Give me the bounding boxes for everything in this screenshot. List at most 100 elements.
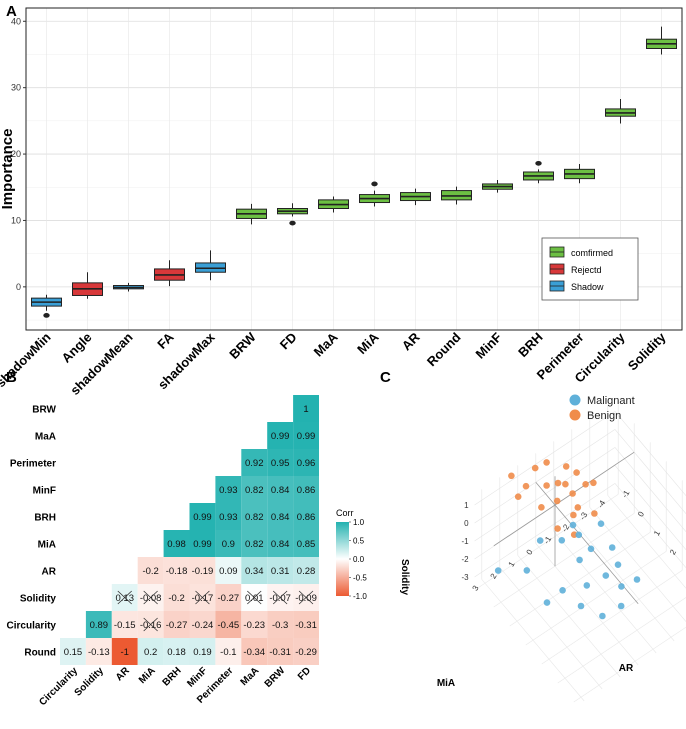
legend-label: Malignant xyxy=(587,395,635,407)
correlation-heatmap: BRWMaAPerimeterMinFBRHMiAARSolidityCircu… xyxy=(7,395,367,708)
grid-line xyxy=(614,429,686,515)
col-label: MiA xyxy=(137,665,158,686)
x-tick-label: FA xyxy=(154,329,177,352)
row-label: BRW xyxy=(32,405,56,416)
heatmap-cell xyxy=(293,611,319,638)
cell-value: 0.84 xyxy=(271,485,290,496)
scatter-point-benign xyxy=(554,479,562,487)
insignificant-cross xyxy=(117,590,132,605)
legend-marker xyxy=(569,394,581,406)
row-label: Perimeter xyxy=(10,459,56,470)
scatter-point-malignant xyxy=(614,561,622,568)
grid-line xyxy=(509,532,651,627)
scatter-point-malignant xyxy=(599,612,606,620)
grid-line xyxy=(499,567,603,690)
cell-value: -1 xyxy=(121,647,129,658)
colorbar-tick-label: 1.0 xyxy=(353,518,365,527)
x-tick-label: AR xyxy=(399,329,423,353)
scatter-point-malignant xyxy=(569,521,577,529)
cell-value: 0.01 xyxy=(245,593,264,604)
y-tick-label: 30 xyxy=(11,83,21,93)
scatter-point-malignant xyxy=(575,531,583,539)
scatter-point-malignant xyxy=(617,602,625,610)
x-tick-label: MiA xyxy=(354,329,382,357)
scatter-point-malignant xyxy=(608,544,616,551)
z-tick-label: 1 xyxy=(464,501,469,510)
heatmap-cell xyxy=(111,611,138,638)
heatmap-cell xyxy=(215,611,242,638)
cell-value: -0.31 xyxy=(269,647,291,658)
x-tick-label: 1 xyxy=(652,529,662,538)
scatter-point-benign xyxy=(570,511,577,519)
outlier-point xyxy=(371,181,378,187)
y-tick-label: 0 xyxy=(16,282,21,292)
grid-line xyxy=(573,626,686,703)
scatter-point-benign xyxy=(538,504,545,511)
y-tick-label: 10 xyxy=(11,215,21,225)
cell-value: 0.93 xyxy=(219,512,238,523)
heatmap-cell xyxy=(241,476,268,503)
insignificant-cross xyxy=(143,617,158,632)
cell-value: 0.82 xyxy=(245,485,264,496)
heatmap-cell xyxy=(293,638,319,665)
cell-value: 0.86 xyxy=(297,485,316,496)
scatter-point-malignant xyxy=(577,602,585,610)
cell-value: 0.31 xyxy=(271,566,290,577)
cell-value: -0.1 xyxy=(220,647,236,658)
heatmap-cell xyxy=(241,638,268,665)
cell-value: 0.9 xyxy=(222,539,235,550)
colorbar-tick-label: -0.5 xyxy=(353,574,367,583)
cell-value: 0.18 xyxy=(167,647,186,658)
grid-line xyxy=(474,429,616,524)
scatter-point-benign xyxy=(554,525,561,532)
heatmap-cell xyxy=(215,557,242,584)
cell-value: 0.82 xyxy=(245,539,264,550)
grid-line xyxy=(477,494,619,589)
heatmap-cell xyxy=(241,530,268,557)
heatmap-cell xyxy=(293,557,319,584)
heatmap-cell xyxy=(293,530,319,557)
scatter-point-benign xyxy=(553,497,561,505)
heatmap-cell xyxy=(267,449,294,476)
cell-value: -0.23 xyxy=(243,620,265,631)
cell-value: 0.98 xyxy=(167,539,186,550)
heatmap-cell xyxy=(267,503,294,530)
cell-value: 0.28 xyxy=(297,566,316,577)
z-tick-label: -3 xyxy=(461,573,469,582)
grid-line xyxy=(614,483,686,569)
heatmap-cell xyxy=(241,503,268,530)
cell-value: -0.29 xyxy=(295,647,317,658)
x-tick-label: 2 xyxy=(668,548,678,557)
heatmap-cell xyxy=(293,395,319,422)
heatmap-cell xyxy=(85,638,112,665)
heatmap-cell xyxy=(215,476,242,503)
grid-line xyxy=(589,507,686,623)
cell-value: 0.86 xyxy=(297,512,316,523)
grid-line xyxy=(614,465,686,551)
row-label: Round xyxy=(24,648,56,659)
grid-line xyxy=(571,519,675,642)
heatmap-cell xyxy=(267,530,294,557)
colorbar-tick-label: 0.5 xyxy=(353,537,365,546)
scatter-point-benign xyxy=(543,459,550,466)
scatter-point-benign xyxy=(514,493,522,501)
heatmap-cell xyxy=(267,638,294,665)
heatmap-cell xyxy=(267,422,294,449)
outlier-point xyxy=(535,160,542,166)
scatter-point-malignant xyxy=(543,599,551,606)
heatmap-cell xyxy=(189,638,216,665)
cell-value: -0.07 xyxy=(269,593,291,604)
scatter-point-malignant xyxy=(618,583,625,590)
cell-value: -0.24 xyxy=(192,620,214,631)
legend-label: Benign xyxy=(587,410,621,422)
cell-value: 0.19 xyxy=(193,647,212,658)
grid-line xyxy=(557,597,686,684)
heatmap-cell xyxy=(163,557,190,584)
x-tick-label: MaA xyxy=(311,329,341,359)
scatter-point-malignant xyxy=(576,556,583,564)
scatter-point-benign xyxy=(582,481,589,488)
insignificant-cross xyxy=(272,590,288,605)
legend-marker xyxy=(569,409,581,421)
